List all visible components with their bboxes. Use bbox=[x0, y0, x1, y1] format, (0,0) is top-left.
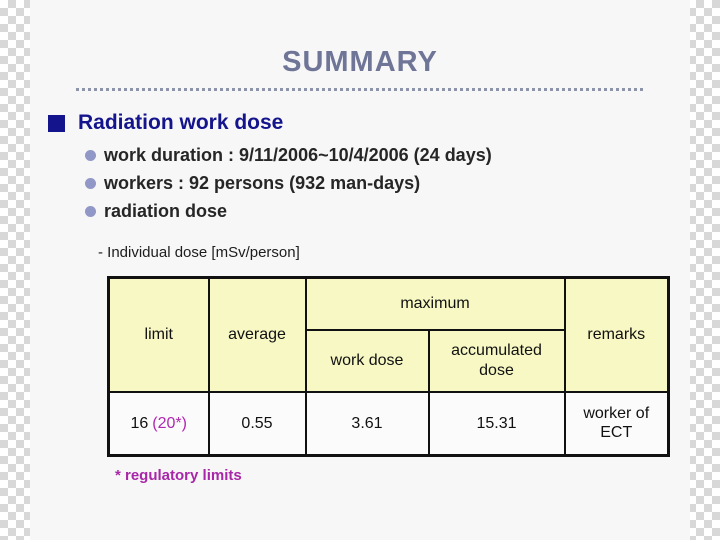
table-data-row: 16 (20*) 0.55 3.61 15.31 worker of ECT bbox=[107, 390, 670, 457]
bullet-dot-icon bbox=[85, 149, 96, 161]
col-header-limit: limit bbox=[107, 276, 210, 393]
table-header-row-2: work dose accumulated dose bbox=[109, 328, 669, 393]
bullet-item: workers : 92 persons (932 man-days) bbox=[85, 169, 492, 197]
cell-average: 0.55 bbox=[207, 390, 307, 457]
cell-remarks: worker of ECT bbox=[563, 390, 670, 457]
regulatory-limits-footnote: * regulatory limits bbox=[115, 467, 242, 484]
dose-table: limit average maximum remarks work dose … bbox=[107, 276, 670, 457]
col-header-average: average bbox=[207, 276, 307, 393]
col-header-remarks: remarks bbox=[563, 276, 670, 393]
cell-work-dose: 3.61 bbox=[304, 390, 430, 457]
cell-accumulated-dose: 15.31 bbox=[427, 390, 566, 457]
cell-limit: 16 (20*) bbox=[107, 390, 210, 457]
presentation-slide: SUMMARY Radiation work dose work duratio… bbox=[30, 0, 690, 540]
bullet-item: radiation dose bbox=[85, 197, 492, 225]
bullet-text-workers: workers : 92 persons (932 man-days) bbox=[104, 172, 421, 193]
slide-title: SUMMARY bbox=[282, 46, 438, 78]
limit-value: 16 bbox=[130, 414, 149, 432]
bullet-text-radiation-dose: radiation dose bbox=[104, 200, 228, 221]
col-header-maximum: maximum bbox=[304, 276, 566, 331]
square-bullet-icon bbox=[48, 114, 65, 132]
bullet-list: work duration : 9/11/2006~10/4/2006 (24 … bbox=[85, 141, 492, 225]
limit-regulatory-note: (20*) bbox=[152, 414, 187, 432]
section-heading: Radiation work dose bbox=[48, 111, 283, 135]
section-heading-label: Radiation work dose bbox=[78, 111, 284, 134]
table-caption: - Individual dose [mSv/person] bbox=[98, 244, 300, 261]
bullet-dot-icon bbox=[85, 205, 96, 217]
col-header-work-dose: work dose bbox=[304, 328, 430, 393]
table-header-row-1: limit average maximum remarks bbox=[107, 276, 670, 393]
bullet-dot-icon bbox=[85, 177, 96, 189]
bullet-item: work duration : 9/11/2006~10/4/2006 (24 … bbox=[85, 141, 492, 169]
bullet-text-work-duration: work duration : 9/11/2006~10/4/2006 (24 … bbox=[104, 144, 492, 165]
col-header-accumulated-dose: accumulated dose bbox=[427, 328, 566, 393]
title-divider bbox=[76, 88, 643, 91]
